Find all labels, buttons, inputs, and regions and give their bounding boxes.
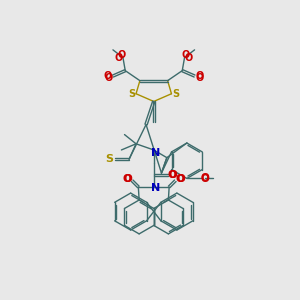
- Text: O: O: [195, 73, 203, 82]
- Text: O: O: [184, 52, 193, 63]
- Text: O: O: [176, 174, 185, 184]
- Text: O: O: [182, 50, 190, 60]
- Text: O: O: [103, 71, 112, 81]
- Text: O: O: [117, 50, 125, 60]
- Text: S: S: [128, 89, 135, 99]
- Text: N: N: [151, 148, 160, 158]
- Text: O: O: [104, 73, 112, 82]
- Text: O: O: [123, 174, 132, 184]
- Text: O: O: [196, 71, 204, 81]
- Text: O: O: [115, 52, 123, 63]
- Text: O: O: [122, 174, 131, 184]
- Text: O: O: [200, 174, 209, 184]
- Text: O: O: [169, 169, 177, 180]
- Text: S: S: [105, 154, 113, 164]
- Text: O: O: [176, 174, 184, 184]
- Text: O: O: [200, 173, 209, 184]
- Text: S: S: [172, 89, 180, 99]
- Text: N: N: [151, 184, 160, 194]
- Text: O: O: [168, 169, 177, 180]
